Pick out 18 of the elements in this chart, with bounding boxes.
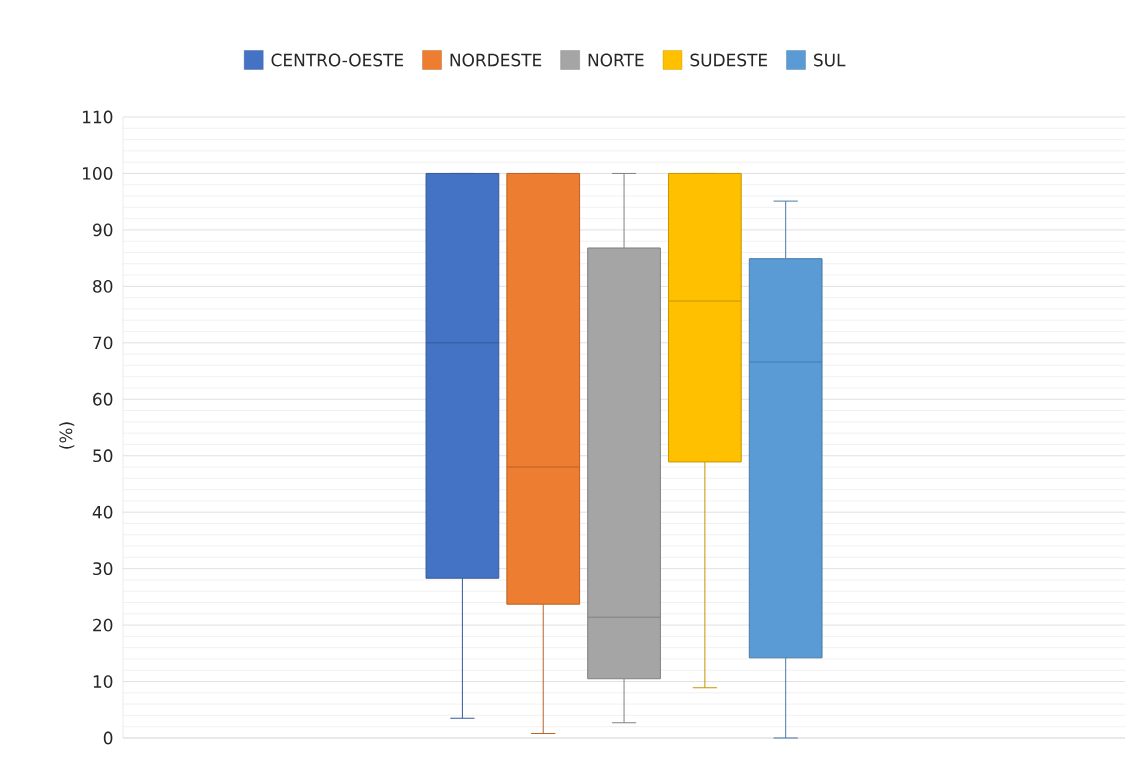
legend-label: SUDESTE xyxy=(690,53,768,67)
legend-label: CENTRO-OESTE xyxy=(271,53,404,67)
legend-label: NORDESTE xyxy=(450,53,542,67)
y-tick-label: 60 xyxy=(93,392,113,406)
y-tick-label: 90 xyxy=(92,223,113,237)
y-axis-title: (%) xyxy=(59,422,75,449)
y-tick-label: 80 xyxy=(93,279,113,293)
legend-label: NORTE xyxy=(588,53,644,67)
y-tick-label: 40 xyxy=(92,505,113,519)
y-tick-label: 100 xyxy=(83,167,113,180)
y-tick-label: 10 xyxy=(93,675,113,688)
y-tick-label: 0 xyxy=(103,731,113,745)
y-tick-label: 110 xyxy=(83,110,113,124)
y-tick-label: 30 xyxy=(93,562,113,576)
y-tick-label: 20 xyxy=(93,618,113,632)
y-tick-label: 70 xyxy=(93,336,113,350)
y-tick-label: 50 xyxy=(93,449,113,463)
legend-label: SUL xyxy=(814,53,846,67)
